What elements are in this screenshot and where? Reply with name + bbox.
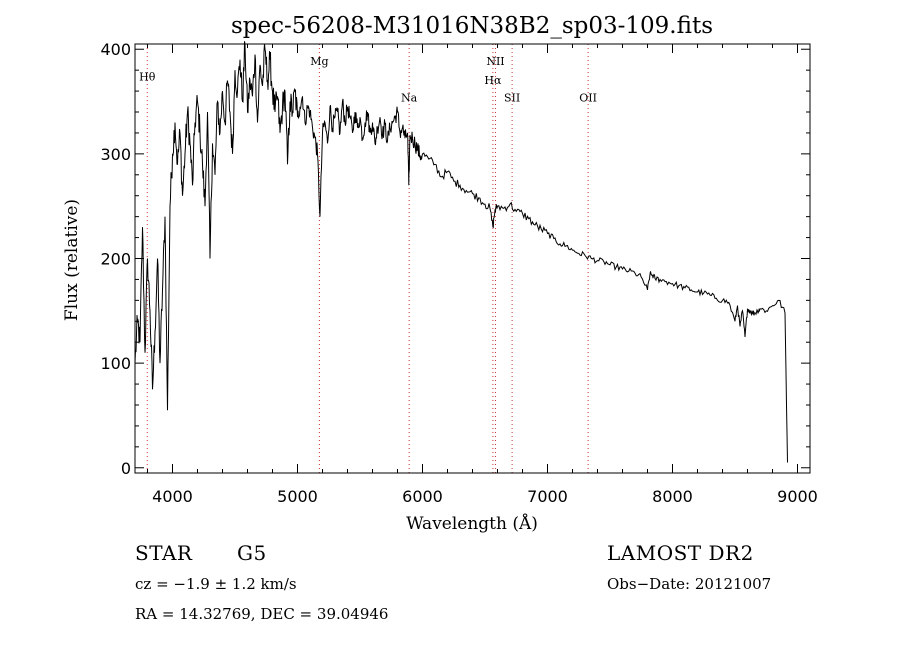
y-tick-label: 200 [100, 250, 131, 269]
marker-label-1: Mg [310, 55, 328, 68]
marker-label-6: OII [579, 92, 597, 105]
y-tick-label: 400 [100, 40, 131, 59]
x-tick-label: 9000 [777, 487, 818, 506]
y-tick-label: 0 [121, 459, 131, 478]
x-axis-label: Wavelength (Å) [406, 513, 538, 534]
y-tick-label: 100 [100, 354, 131, 373]
spectral-line-markers [146, 44, 589, 473]
observation-date: Obs−Date: 20121007 [607, 575, 772, 593]
object-class: STAR [135, 541, 193, 565]
x-tick-label: 6000 [402, 487, 443, 506]
plot-frame [134, 43, 811, 474]
x-tick-label: 8000 [652, 487, 693, 506]
y-axis-ticks: 0 100 200 300 400 [100, 40, 810, 478]
marker-label-4: Hα [484, 74, 502, 87]
marker-label-5: SII [504, 92, 520, 105]
x-axis-ticks: 4000 5000 6000 7000 8000 9000 [147, 44, 818, 506]
coordinates-readout: RA = 14.32769, DEC = 39.04946 [135, 605, 389, 623]
y-axis-label: Flux (relative) [62, 199, 82, 321]
spectrum-line [134, 41, 788, 463]
marker-label-3: NII [486, 55, 504, 68]
velocity-readout: cz = −1.9 ± 1.2 km/s [135, 575, 297, 593]
x-tick-label: 7000 [527, 487, 568, 506]
chart-title: spec-56208-M31016N38B2_sp03-109.fits [231, 13, 713, 39]
x-tick-label: 4000 [152, 487, 193, 506]
x-tick-label: 5000 [277, 487, 318, 506]
marker-label-0: Hθ [139, 71, 156, 84]
marker-label-2: Na [401, 92, 418, 105]
survey-name: LAMOST DR2 [607, 541, 754, 565]
y-tick-label: 300 [100, 145, 131, 164]
object-subclass: G5 [237, 541, 267, 565]
